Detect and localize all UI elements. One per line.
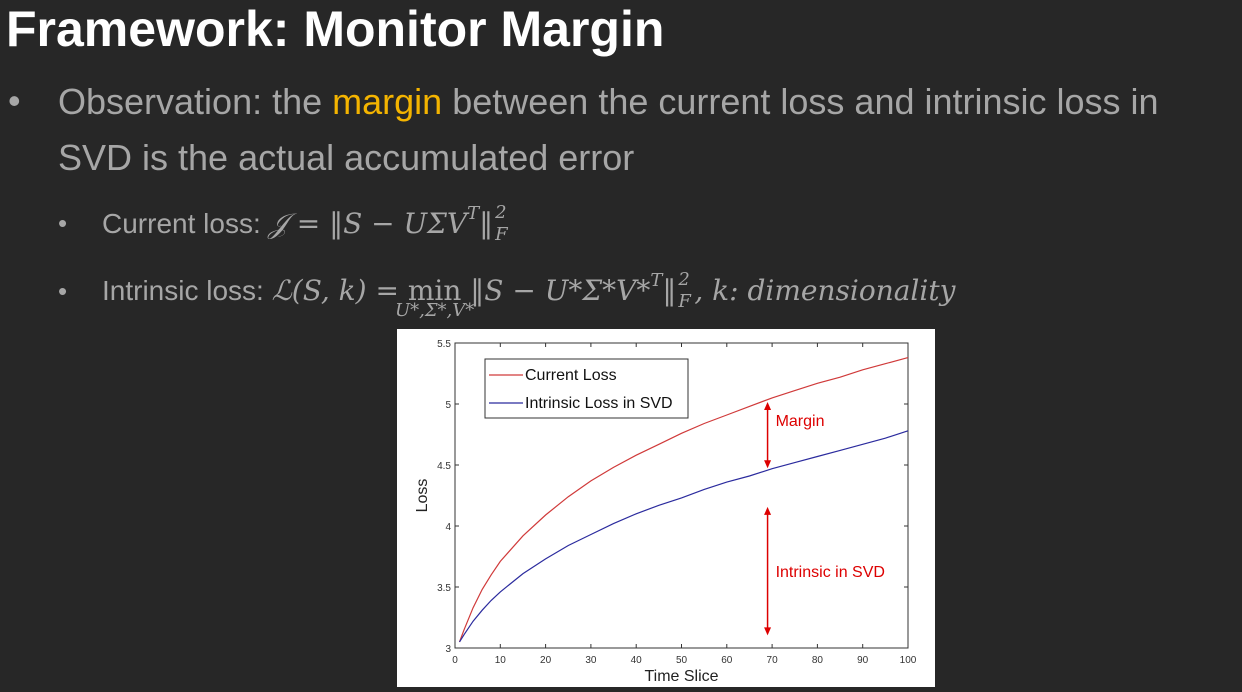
- intrinsic-loss-label: Intrinsic loss:: [102, 275, 272, 306]
- annotation-label: Margin: [776, 413, 825, 430]
- bullet-marker: •: [8, 80, 21, 121]
- arrow-head: [764, 402, 772, 410]
- formula-operator: =: [366, 274, 408, 307]
- x-axis-label: Time Slice: [644, 668, 718, 685]
- formula-norm-type: F: [495, 223, 508, 245]
- y-axis-label: Loss: [414, 479, 431, 513]
- formula-operator: = ‖: [287, 207, 344, 240]
- slide-title: Framework: Monitor Margin: [6, 1, 665, 57]
- intrinsic-loss-line: Intrinsic loss: ℒ(S, k) = min U*,Σ*,V* ‖S…: [102, 269, 956, 322]
- annotation-label: Intrinsic in SVD: [776, 564, 885, 581]
- legend-label: Intrinsic Loss in SVD: [525, 395, 673, 412]
- x-tick-label: 0: [452, 655, 458, 666]
- x-tick-label: 20: [540, 655, 552, 666]
- formula-power: 2: [495, 201, 507, 223]
- formula-operator: ‖: [662, 274, 677, 307]
- loss-chart: 0 10 20 30 40 50 60 70 80 90 100 3 3.5 4 4.5 5 5.5 Time S…: [414, 339, 917, 685]
- observation-prefix: Observation: the: [58, 81, 333, 122]
- x-tick-label: 50: [676, 655, 688, 666]
- series-line: [458, 357, 909, 643]
- arrow-head: [764, 627, 772, 636]
- current-loss-formula: 𝒥 = ‖S − UΣVT‖ 2 F: [268, 202, 512, 245]
- y-tick-label: 3.5: [437, 583, 451, 594]
- formula-min-operator: min U*,Σ*,V*: [395, 274, 474, 321]
- arrow-head: [764, 460, 772, 469]
- current-loss-label: Current loss:: [102, 208, 269, 239]
- y-tick-label: 3: [445, 644, 451, 655]
- observation-highlight: margin: [332, 81, 443, 122]
- x-tick-label: 40: [631, 655, 643, 666]
- legend-box: [484, 358, 689, 419]
- arrow-head: [764, 506, 772, 515]
- intrinsic-loss-formula: ℒ(S, k) = min U*,Σ*,V* ‖S − U*Σ*V*T‖ 2 F, k…: [271, 269, 956, 322]
- chart-panel: 0 10 20 30 40 50 60 70 80 90 100 3 3.5 4 4.5 5 5.5 Time S…: [397, 329, 935, 687]
- y-tick-label: 4: [445, 522, 451, 533]
- y-tick-label: 4.5: [437, 461, 451, 472]
- x-tick-label: 90: [857, 655, 869, 666]
- formula-norm-type: F: [678, 290, 691, 312]
- formula-power: 2: [678, 268, 690, 290]
- formula-min: min: [407, 274, 462, 307]
- x-tick-label: 30: [585, 655, 597, 666]
- formula-tail: , k: dimensionality: [694, 274, 956, 307]
- observation-suffix: between the current loss and intrinsic l…: [58, 81, 1159, 178]
- formula-symbol: ℒ(S, k): [271, 274, 367, 307]
- formula-transpose: T: [650, 270, 663, 291]
- current-loss-line: Current loss: 𝒥 = ‖S − UΣVT‖ 2 F: [102, 202, 512, 245]
- formula-operator: ‖: [479, 207, 494, 240]
- formula-body: S − UΣV: [343, 207, 468, 240]
- sub-bullet-marker: •: [58, 276, 68, 306]
- observation-text: Observation: the margin between the curr…: [58, 74, 1238, 186]
- series-line: [458, 430, 909, 643]
- y-tick-label: 5.5: [437, 339, 451, 350]
- formula-transpose: T: [467, 203, 480, 224]
- y-tick-label: 5: [445, 400, 451, 411]
- x-tick-label: 80: [812, 655, 824, 666]
- formula-min-subscript: U*,Σ*,V*: [394, 300, 475, 321]
- x-tick-label: 10: [495, 655, 507, 666]
- formula-symbol: 𝒥: [268, 207, 288, 240]
- x-tick-label: 60: [721, 655, 733, 666]
- x-tick-label: 70: [767, 655, 779, 666]
- x-tick-label: 100: [900, 655, 917, 666]
- sub-bullet-marker: •: [58, 208, 68, 238]
- legend-label: Current Loss: [525, 367, 617, 384]
- formula-body: ‖S − U*Σ*V*: [470, 274, 651, 307]
